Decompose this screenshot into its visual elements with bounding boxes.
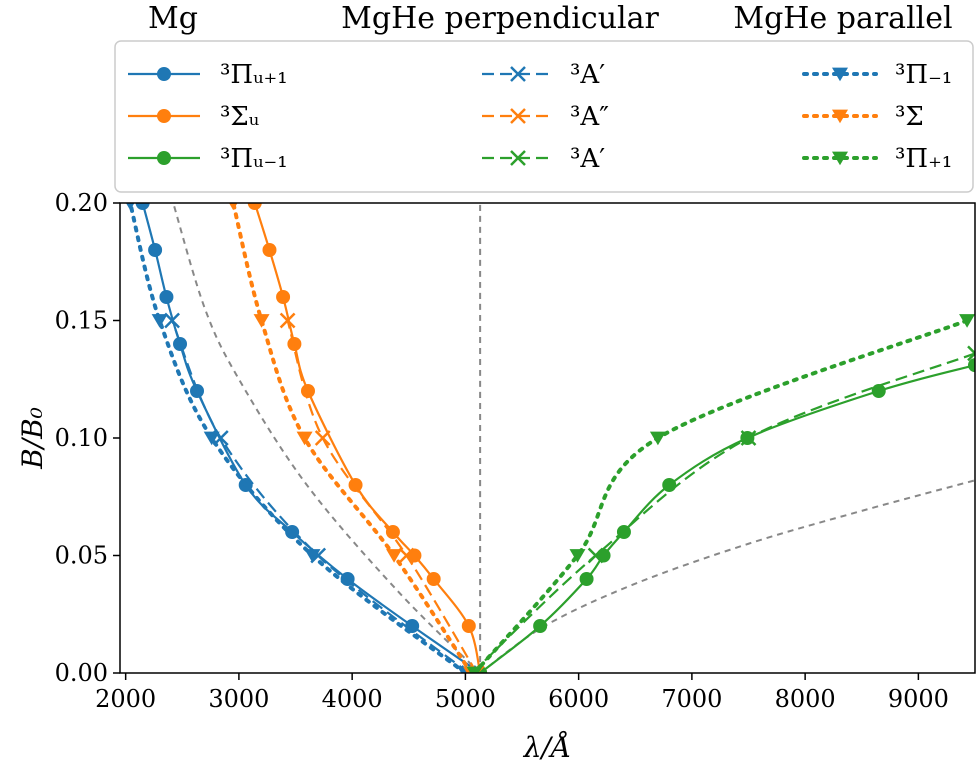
series-7-point-4: [151, 314, 168, 328]
y-tick-label-1: 0.00: [55, 659, 108, 687]
series-9-point-1: [466, 666, 483, 673]
legend: Mg ³Πᵤ₊₁ ³Σᵤ ³Πᵤ₋₁ MgHe perpendicular ³A′ ³A″ ³…: [114, 1, 974, 193]
series-1-point-10: [135, 203, 150, 210]
legend-label-3-3: ³Π₊₁: [895, 144, 952, 174]
series-5-point-4: [279, 312, 296, 329]
series-8-point-3: [296, 431, 313, 446]
series-7-point-3: [203, 431, 220, 446]
series-3-point-3: [579, 572, 594, 586]
series-line-4: [171, 320, 470, 673]
series-9-point-3: [649, 431, 666, 446]
series-line-3: [479, 364, 975, 673]
plot-area: [125, 203, 975, 673]
x-tick-label-2: 3000: [208, 685, 269, 713]
series-8-point-2: [386, 549, 403, 563]
legend-marker-2-3: [510, 150, 526, 166]
series-8-point-4: [253, 314, 270, 328]
series-2-point-6: [348, 478, 363, 492]
legend-group-title-3: MgHe parallel: [733, 1, 952, 36]
series-3-point-6: [662, 478, 677, 492]
series-2-point-9: [276, 290, 291, 304]
reference-line-2: [479, 479, 975, 673]
x-axis-label: λ/Å: [523, 731, 571, 764]
legend-marker-2-1: [510, 66, 526, 82]
series-3-point-9: [968, 358, 975, 373]
reference-line-1: [172, 203, 481, 673]
legend-marker-1-2: [157, 109, 171, 123]
series-7-point-5: [125, 203, 135, 211]
series-1-point-9: [148, 243, 163, 257]
y-tick-label-5: 0.20: [55, 189, 108, 217]
series-7-point-2: [304, 549, 321, 563]
x-tick-label-6: 7000: [661, 685, 722, 713]
legend-label-1-1: ³Πᵤ₊₁: [220, 60, 288, 90]
legend-label-1-3: ³Πᵤ₋₁: [220, 144, 288, 174]
y-tick-label-2: 0.05: [55, 542, 108, 570]
legend-group-title-1: Mg: [148, 1, 198, 36]
series-1-point-4: [285, 525, 300, 539]
series-2-point-7: [300, 384, 315, 398]
series-2-point-11: [247, 203, 262, 210]
legend-marker-3-2: [832, 109, 848, 124]
series-line-1: [141, 203, 481, 673]
series-3-point-8: [871, 384, 886, 398]
legend-group-title-2: MgHe perpendicular: [341, 1, 659, 36]
series-5-point-2: [398, 547, 415, 564]
series-4-point-4: [164, 312, 180, 329]
series-8-point-5: [229, 203, 238, 211]
legend-label-1-2: ³Σᵤ: [220, 102, 259, 132]
series-line-6: [471, 352, 975, 673]
series-1-point-8: [159, 290, 174, 304]
y-tick-label-4: 0.15: [55, 307, 108, 335]
legend-marker-3-3: [832, 151, 848, 166]
series-3-point-2: [533, 619, 548, 633]
legend-marker-3-1: [832, 67, 848, 82]
axes: 2000 3000 4000 5000 6000 7000 8000 9000 0.00 0.05…: [16, 189, 976, 764]
legend-label-3-2: ³Σ: [895, 102, 924, 132]
series-2-point-10: [262, 243, 277, 257]
legend-marker-1-3: [157, 151, 171, 165]
series-line-7: [128, 203, 468, 673]
series-2-point-3: [426, 572, 441, 586]
series-line-9: [472, 318, 970, 673]
series-6-point-2: [587, 547, 604, 564]
x-tick-label-3: 4000: [322, 685, 383, 713]
x-tick-label-7: 8000: [775, 685, 836, 713]
series-2-point-5: [385, 525, 400, 539]
series-6-point-4: [967, 345, 975, 362]
y-axis-label: B/B₀: [16, 407, 49, 470]
x-tick-label-4: 5000: [435, 685, 496, 713]
y-tick-label-3: 0.10: [55, 424, 108, 452]
x-tick-label-8: 9000: [888, 685, 949, 713]
legend-label-2-1: ³A′: [570, 60, 605, 90]
x-tick-label-5: 6000: [548, 685, 609, 713]
legend-marker-1-1: [157, 67, 171, 81]
plot-content: [125, 203, 975, 673]
legend-label-2-3: ³A′: [570, 144, 605, 174]
series-1-point-7: [173, 337, 188, 351]
series-2-point-2: [461, 619, 476, 633]
series-6-point-3: [740, 430, 757, 446]
x-tick-label-1: 2000: [95, 685, 156, 713]
legend-label-3-1: ³Π₋₁: [895, 60, 952, 90]
series-9-point-2: [569, 549, 586, 563]
legend-marker-2-2: [510, 108, 526, 124]
series-3-point-4: [596, 548, 611, 563]
series-5-point-3: [314, 430, 331, 446]
series-line-5: [286, 320, 478, 673]
legend-label-2-2: ³A″: [570, 102, 609, 132]
series-9-point-4: [959, 314, 975, 328]
